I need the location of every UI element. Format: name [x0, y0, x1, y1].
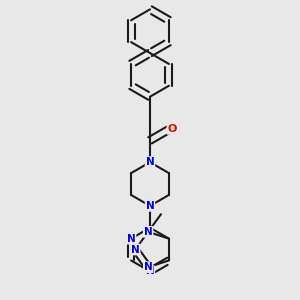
Text: N: N: [146, 201, 154, 211]
Text: O: O: [167, 124, 177, 134]
Text: N: N: [127, 234, 136, 244]
Text: N: N: [146, 157, 154, 167]
Text: N: N: [146, 266, 154, 276]
Text: N: N: [144, 227, 152, 237]
Text: N: N: [144, 262, 152, 272]
Text: N: N: [131, 244, 140, 254]
